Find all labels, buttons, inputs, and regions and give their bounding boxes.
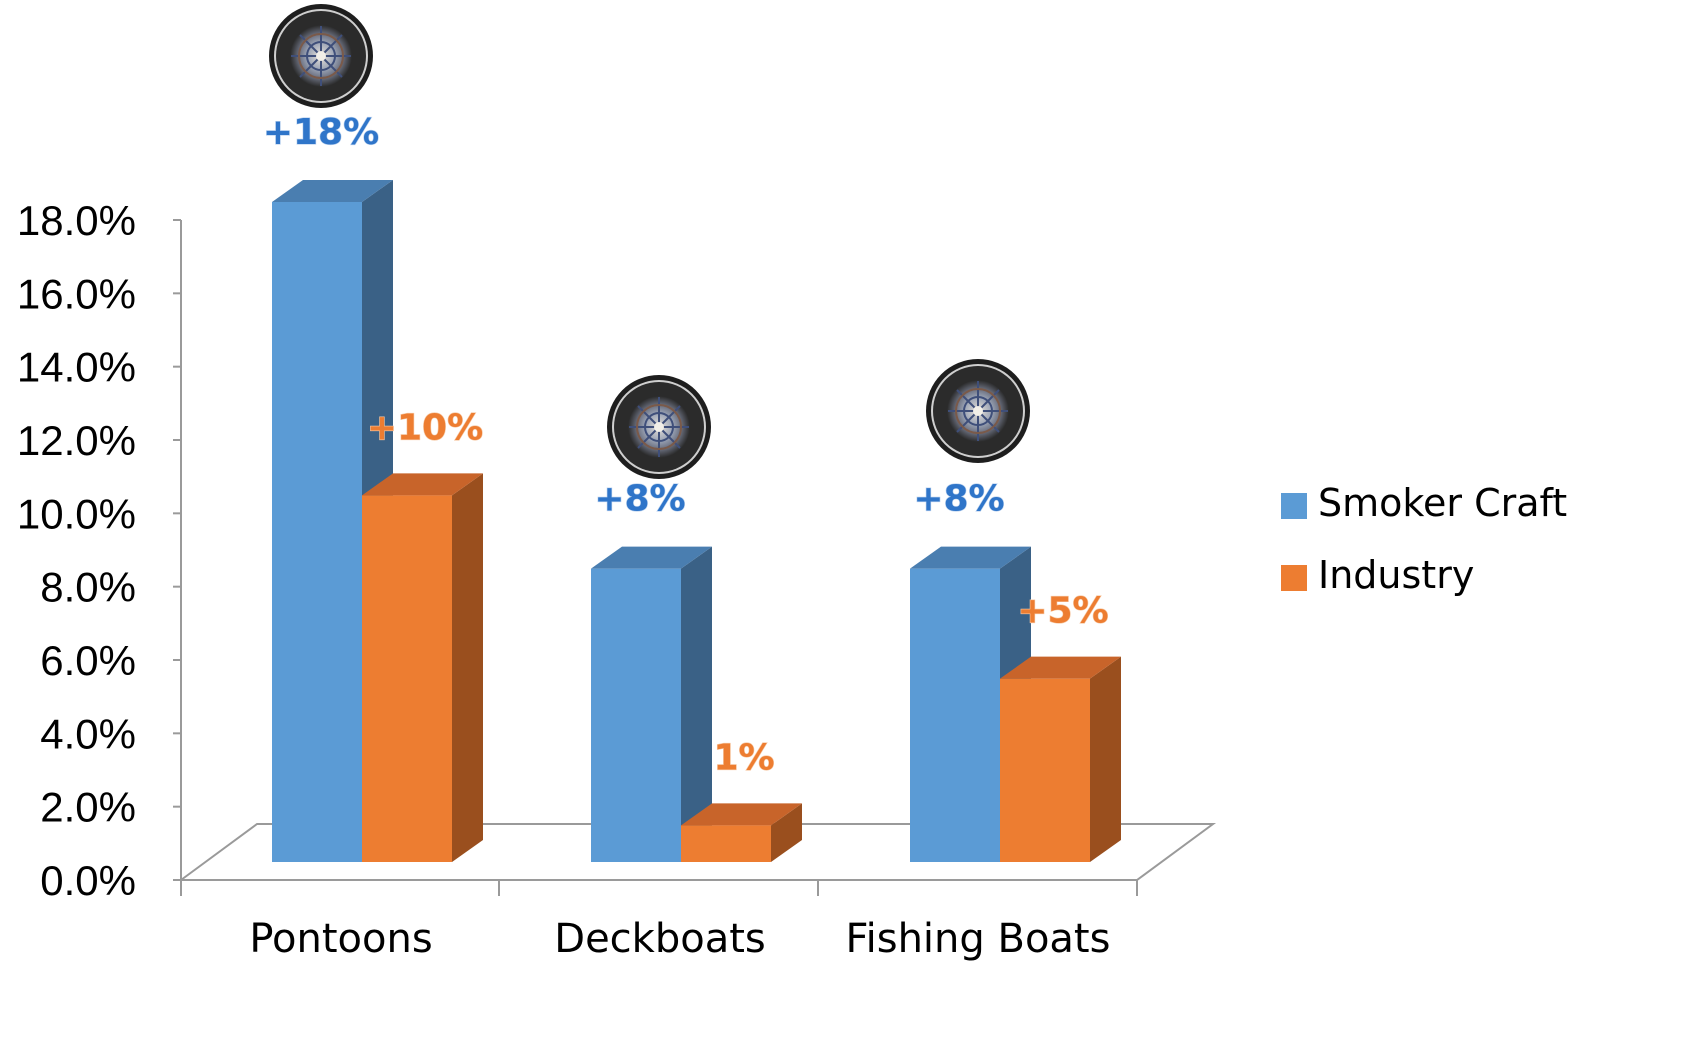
legend-swatch (1281, 565, 1307, 591)
data-label: +8% (594, 479, 685, 520)
y-tick-label: 16.0% (17, 270, 136, 317)
bar-side (771, 803, 802, 862)
legend-label: Smoker Craft (1318, 481, 1567, 525)
bar (910, 568, 1000, 862)
smoker-craft-logo-badge (606, 374, 712, 480)
bar-top (681, 803, 802, 826)
bar (591, 568, 681, 862)
data-label: 1% (713, 737, 774, 778)
y-tick-label: 4.0% (40, 710, 136, 757)
bar-top (362, 473, 483, 496)
data-label: +10% (367, 407, 483, 448)
bar-top (910, 546, 1031, 569)
legend-label: Industry (1318, 553, 1474, 597)
legend-swatch (1281, 493, 1307, 519)
bar (681, 825, 771, 862)
bar (362, 495, 452, 862)
y-tick-label: 10.0% (17, 490, 136, 537)
x-tick-label: Pontoons (249, 916, 432, 962)
y-tick-label: 14.0% (17, 344, 136, 391)
data-label: +8% (913, 479, 1004, 520)
data-label: +18% (263, 112, 379, 153)
bar-top (1000, 656, 1121, 679)
bar-side (1090, 656, 1121, 862)
bar (1000, 678, 1090, 862)
bar-side (681, 546, 712, 862)
smoker-craft-logo-badge (925, 358, 1031, 464)
y-tick-label: 0.0% (40, 857, 136, 904)
bar-top (591, 546, 712, 569)
smoker-craft-logo-badge (268, 3, 374, 109)
bar-side (452, 473, 483, 862)
bar (272, 202, 362, 862)
data-label: +5% (1017, 591, 1108, 632)
x-tick-label: Fishing Boats (846, 916, 1111, 962)
y-tick-label: 2.0% (40, 784, 136, 831)
x-tick-label: Deckboats (554, 916, 765, 962)
y-tick-label: 6.0% (40, 637, 136, 684)
y-tick-label: 18.0% (17, 197, 136, 244)
bar-top (272, 180, 393, 202)
y-tick-label: 12.0% (17, 417, 136, 464)
y-tick-label: 8.0% (40, 564, 136, 611)
